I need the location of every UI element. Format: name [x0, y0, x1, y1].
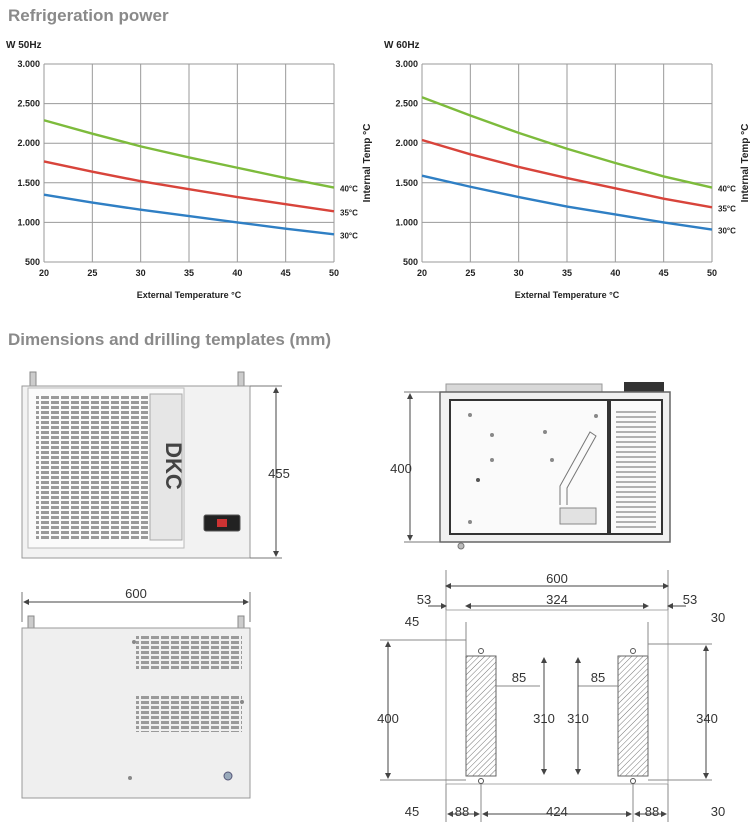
x-tick-label: 25	[465, 268, 475, 278]
x-tick-label: 30	[136, 268, 146, 278]
dim-30-bottom: 30	[711, 804, 725, 819]
y-tick-label: 2.000	[17, 138, 40, 148]
x-tick-label: 45	[659, 268, 669, 278]
x-tick-label: 30	[514, 268, 524, 278]
y-tick-label: 500	[25, 257, 40, 267]
series-line	[43, 119, 335, 189]
chart-60hz: W 60Hz 20 25 30 35 40 45 50 3.000 2.500 2.000 1.500…	[384, 40, 751, 300]
series-label: 40°C	[340, 185, 358, 194]
dim-45-top: 45	[405, 614, 419, 629]
dimensions-title: Dimensions and drilling templates (mm)	[8, 330, 332, 349]
y-tick-label: 2.000	[395, 138, 418, 148]
dim-88-right: 88	[645, 804, 659, 819]
x-tick-label: 40	[610, 268, 620, 278]
chart-title: W 60Hz	[384, 40, 420, 51]
cutout-left	[465, 655, 497, 777]
y-tick-label: 2.500	[17, 99, 40, 109]
series-label: 35°C	[718, 204, 736, 213]
top-view	[21, 615, 251, 799]
y-tick-label: 3.000	[17, 59, 40, 69]
dim-310-left: 310	[533, 711, 555, 726]
back-view	[439, 382, 671, 550]
x-axis-label: External Temperature °C	[515, 290, 620, 300]
y-tick-label: 1.000	[17, 217, 40, 227]
chart-50hz: W 50Hz 20 25 30 35 40 45 50 3.000 2.500 2.000 1.500…	[6, 40, 373, 300]
series-line	[421, 174, 713, 231]
x-tick-label: 50	[707, 268, 717, 278]
series-label: 30°C	[718, 227, 736, 236]
dimensions-drawing: DKC 455 400 600	[21, 371, 725, 822]
dim-85-right: 85	[591, 670, 605, 685]
top-width-dim: 600	[21, 586, 251, 622]
x-tick-label: 35	[184, 268, 194, 278]
drilling-template: 600 53 324 53 45 30 400 340 85 85 310 31…	[377, 570, 725, 822]
front-height-dim: 455	[250, 385, 290, 559]
series-line	[43, 160, 335, 213]
x-tick-label: 20	[417, 268, 427, 278]
refrigeration-title: Refrigeration power	[8, 6, 169, 25]
series-line	[43, 193, 335, 236]
series-label: 30°C	[340, 231, 358, 240]
chart-title: W 50Hz	[6, 40, 42, 51]
dkc-logo: DKC	[161, 442, 186, 490]
dim-400-back: 400	[390, 461, 412, 476]
series-label: 40°C	[718, 185, 736, 194]
front-view: DKC	[21, 371, 251, 559]
dim-30-top: 30	[711, 610, 725, 625]
series-line	[421, 96, 713, 189]
dim-400-template: 400	[377, 711, 399, 726]
dim-85-left: 85	[512, 670, 526, 685]
cutout-right	[617, 655, 649, 777]
series-label: 35°C	[340, 208, 358, 217]
dim-600-top: 600	[125, 586, 147, 601]
dim-310-right: 310	[567, 711, 589, 726]
y-tick-label: 1.500	[395, 178, 418, 188]
y-tick-label: 500	[403, 257, 418, 267]
x-tick-label: 45	[281, 268, 291, 278]
x-tick-label: 40	[232, 268, 242, 278]
x-tick-label: 50	[329, 268, 339, 278]
series-line	[421, 138, 713, 209]
dim-324: 324	[546, 592, 568, 607]
dim-600-template: 600	[546, 571, 568, 586]
y-tick-label: 2.500	[395, 99, 418, 109]
x-tick-label: 35	[562, 268, 572, 278]
y-tick-label: 1.000	[395, 217, 418, 227]
dim-455: 455	[268, 466, 290, 481]
back-height-dim: 400	[390, 391, 440, 543]
dim-53-left: 53	[417, 592, 431, 607]
dim-424: 424	[546, 804, 568, 819]
dim-45-bottom: 45	[405, 804, 419, 819]
y-tick-label: 3.000	[395, 59, 418, 69]
y-axis-label: Internal Temp °C	[740, 124, 751, 203]
x-tick-label: 25	[87, 268, 97, 278]
dim-53-right: 53	[683, 592, 697, 607]
x-tick-label: 20	[39, 268, 49, 278]
dim-88-left: 88	[455, 804, 469, 819]
x-axis-label: External Temperature °C	[137, 290, 242, 300]
dim-340: 340	[696, 711, 718, 726]
y-tick-label: 1.500	[17, 178, 40, 188]
y-axis-label: Internal Temp °C	[362, 124, 373, 203]
